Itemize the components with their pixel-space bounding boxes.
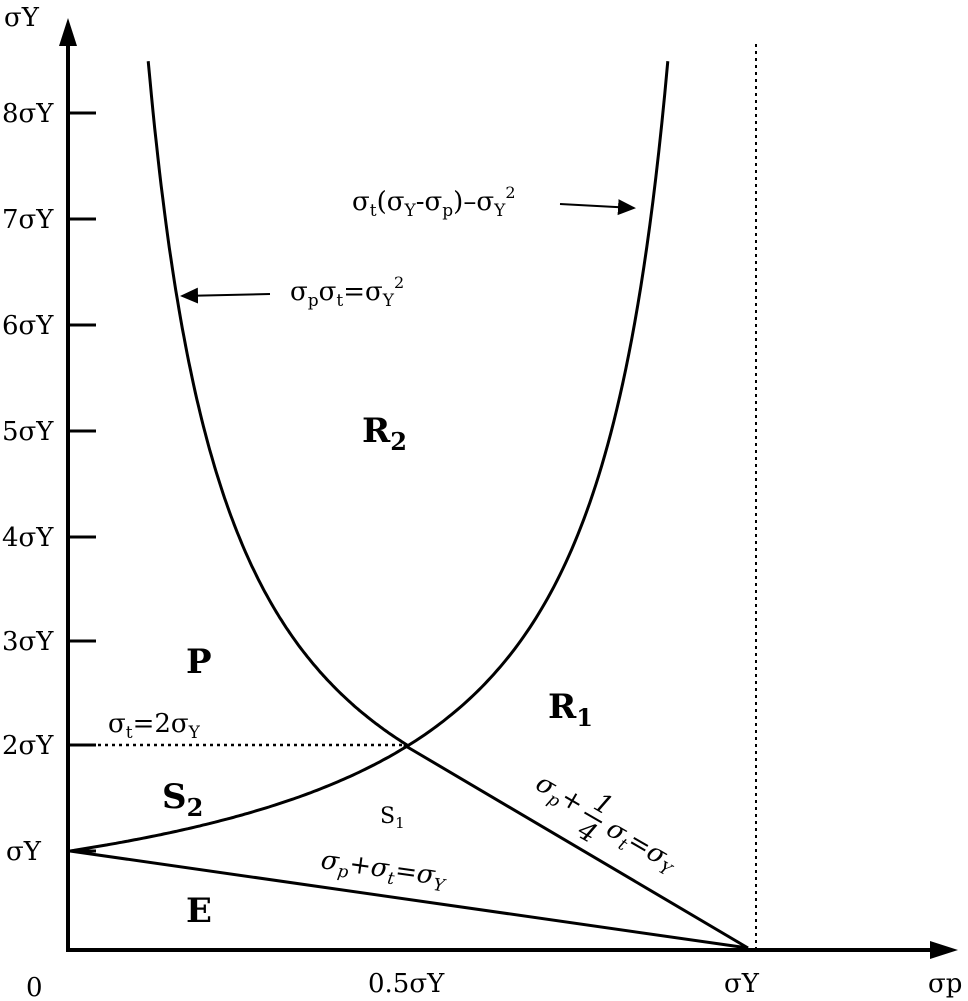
svg-text:σpσt=σY2: σpσt=σY2: [290, 273, 404, 311]
equation-hyperbola: σpσt=σY2: [180, 273, 404, 311]
x-axis-arrow-icon: [930, 941, 958, 959]
y-tick-label-6: 6σY: [2, 311, 54, 341]
y-tick-labels: σY 2σY 3σY 4σY 5σY 6σY 7σY 8σY: [2, 99, 54, 867]
svg-text:4: 4: [572, 815, 602, 850]
region-r1: R1: [548, 687, 593, 732]
region-e: E: [186, 891, 212, 931]
origin-label: 0: [26, 973, 43, 1001]
svg-text:σt=σY: σt=σY: [599, 814, 683, 882]
x-tick-label-half: 0.5σY: [368, 969, 445, 999]
axes: [59, 18, 958, 959]
arrow-curve-right: [559, 199, 636, 216]
curve-right: [67, 61, 670, 853]
region-r2: R2: [362, 411, 407, 456]
curve-hyperbola: [146, 61, 409, 747]
svg-text:σt(σY-σp)–σY2: σt(σY-σp)–σY2: [352, 183, 516, 221]
region-s1: S1: [380, 804, 405, 832]
line-upper: [403, 743, 749, 950]
y-axis-label: σY: [4, 3, 40, 33]
region-s2: S2: [162, 777, 203, 822]
y-tick-label-5: 5σY: [2, 417, 54, 447]
arrow-hyperbola: [180, 287, 271, 304]
equation-line-upper: σp+ 1 4 σt=σY: [529, 768, 684, 882]
region-p: P: [186, 642, 212, 682]
y-tick-label-4: 4σY: [2, 523, 54, 553]
x-tick-label-one: σY: [724, 969, 760, 999]
y-tick-label-8: 8σY: [2, 99, 54, 129]
equation-curve-right: σt(σY-σp)–σY2: [352, 183, 636, 221]
y-ticks: [68, 111, 96, 853]
equation-horizontal-line: σt=2σY: [108, 709, 201, 743]
line-lower: [69, 849, 749, 950]
x-axis-label: σp: [928, 969, 962, 999]
svg-text:σp+: σp+: [529, 768, 590, 823]
svg-text:σt=2σY: σt=2σY: [108, 709, 201, 743]
y-tick-label-3: 3σY: [2, 627, 54, 657]
y-axis-arrow-icon: [59, 18, 77, 46]
y-tick-label-7: 7σY: [2, 205, 54, 235]
y-tick-label-2: 2σY: [2, 731, 54, 761]
y-tick-label-1: σY: [6, 837, 42, 867]
